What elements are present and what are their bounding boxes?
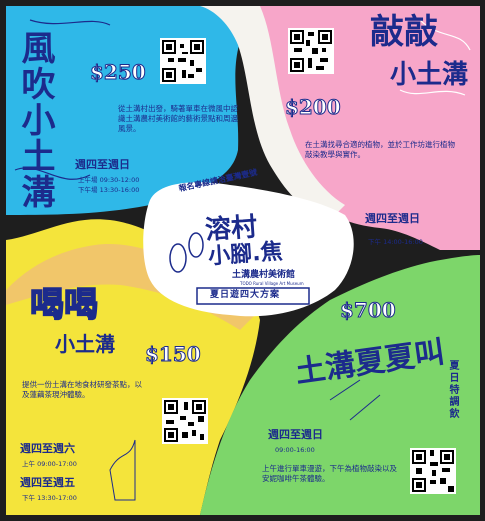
plan2-title-line1: 敲敲: [370, 12, 438, 52]
center-blob: [143, 182, 354, 317]
plan3-days-1: 週四至週六: [20, 442, 75, 455]
plan2-title-line2: 小土溝: [390, 60, 469, 90]
plan2-description: 在土溝找尋合適的植物，並於工作坊進行植物敲染教學與實作。: [305, 140, 455, 160]
river-path: [200, 6, 345, 220]
museum-name: 土溝農村美術館: [232, 270, 296, 280]
plan2-days: 週四至週日: [365, 212, 420, 225]
plan1-title: 風吹小土溝: [15, 30, 55, 210]
plan4-price: $700: [340, 298, 397, 323]
museum-en: TODO Rural Village Art Museum: [240, 281, 304, 286]
plan1-time-1: 上午場 09:30-12:00: [78, 176, 140, 184]
plan4-time: 09:00-16:00: [275, 446, 315, 454]
plan3-price: $150: [145, 342, 202, 367]
footprint-icon: [169, 243, 187, 273]
plan1-description: 從土溝村出發，騎著單車在微風中認識土溝農村美術館的藝術景點和周邊風景。: [118, 104, 238, 134]
plan3-description: 提供一份土溝在地食材研發茶點，以及蓮藕茶現沖體驗。: [22, 380, 142, 400]
qr-code-plan4[interactable]: [410, 448, 456, 494]
center-title-line2: 小腳.焦: [207, 239, 284, 270]
qr-code-icon: [164, 400, 206, 442]
qr-code-icon: [412, 450, 454, 492]
plan4-days: 週四至週日: [268, 428, 323, 441]
plan2-time: 下午 14:00-16:00: [368, 238, 423, 246]
qr-code-plan2[interactable]: [288, 28, 334, 74]
plan1-days: 週四至週日: [75, 158, 130, 171]
plan2-price: $200: [285, 95, 342, 120]
qr-code-icon: [162, 40, 204, 82]
plan3-time-1: 上午 09:00-17:00: [22, 460, 77, 468]
mountain-tan: [6, 244, 255, 330]
plan3-title-line1: 喝喝: [29, 284, 99, 325]
plan4-side-note: 夏日特調飲: [447, 360, 458, 420]
qr-code-plan1[interactable]: [160, 38, 206, 84]
subtitle: 夏日遊四大方案: [210, 290, 281, 300]
plan3-title-line2: 小土溝: [55, 332, 115, 356]
qr-code-plan3[interactable]: [162, 398, 208, 444]
plan1-time-2: 下午場 13:30-16:00: [78, 186, 140, 194]
plan4-description: 上午進行單車漫遊，下午為植物敲染以及安妮咖啡午茶體驗。: [262, 464, 397, 484]
qr-code-icon: [290, 30, 332, 72]
plan3-time-2: 下午 13:30-17:00: [22, 494, 77, 502]
subtitle-box: [196, 287, 310, 305]
plan3-days-2: 週四至週五: [20, 476, 75, 489]
plan1-price: $250: [90, 60, 147, 85]
